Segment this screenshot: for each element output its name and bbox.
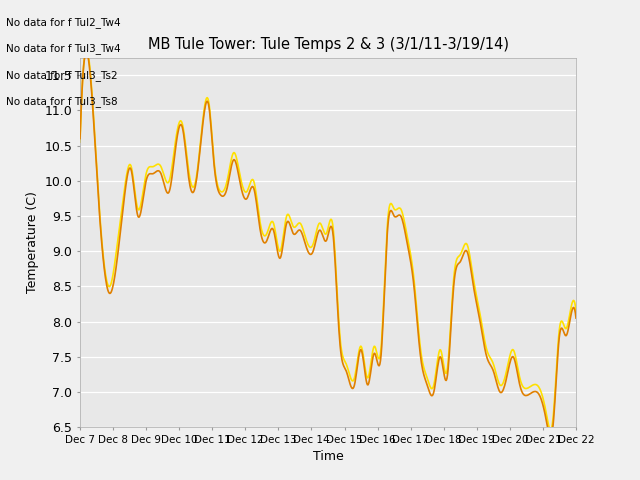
- X-axis label: Time: Time: [312, 450, 344, 463]
- Text: No data for f Tul3_Ts8: No data for f Tul3_Ts8: [6, 96, 118, 107]
- Text: No data for f Tul3_Tw4: No data for f Tul3_Tw4: [6, 43, 121, 54]
- Text: No data for f Tul3_Ts2: No data for f Tul3_Ts2: [6, 70, 118, 81]
- Y-axis label: Temperature (C): Temperature (C): [26, 192, 39, 293]
- Text: No data for f Tul2_Tw4: No data for f Tul2_Tw4: [6, 17, 121, 28]
- Title: MB Tule Tower: Tule Temps 2 & 3 (3/1/11-3/19/14): MB Tule Tower: Tule Temps 2 & 3 (3/1/11-…: [147, 37, 509, 52]
